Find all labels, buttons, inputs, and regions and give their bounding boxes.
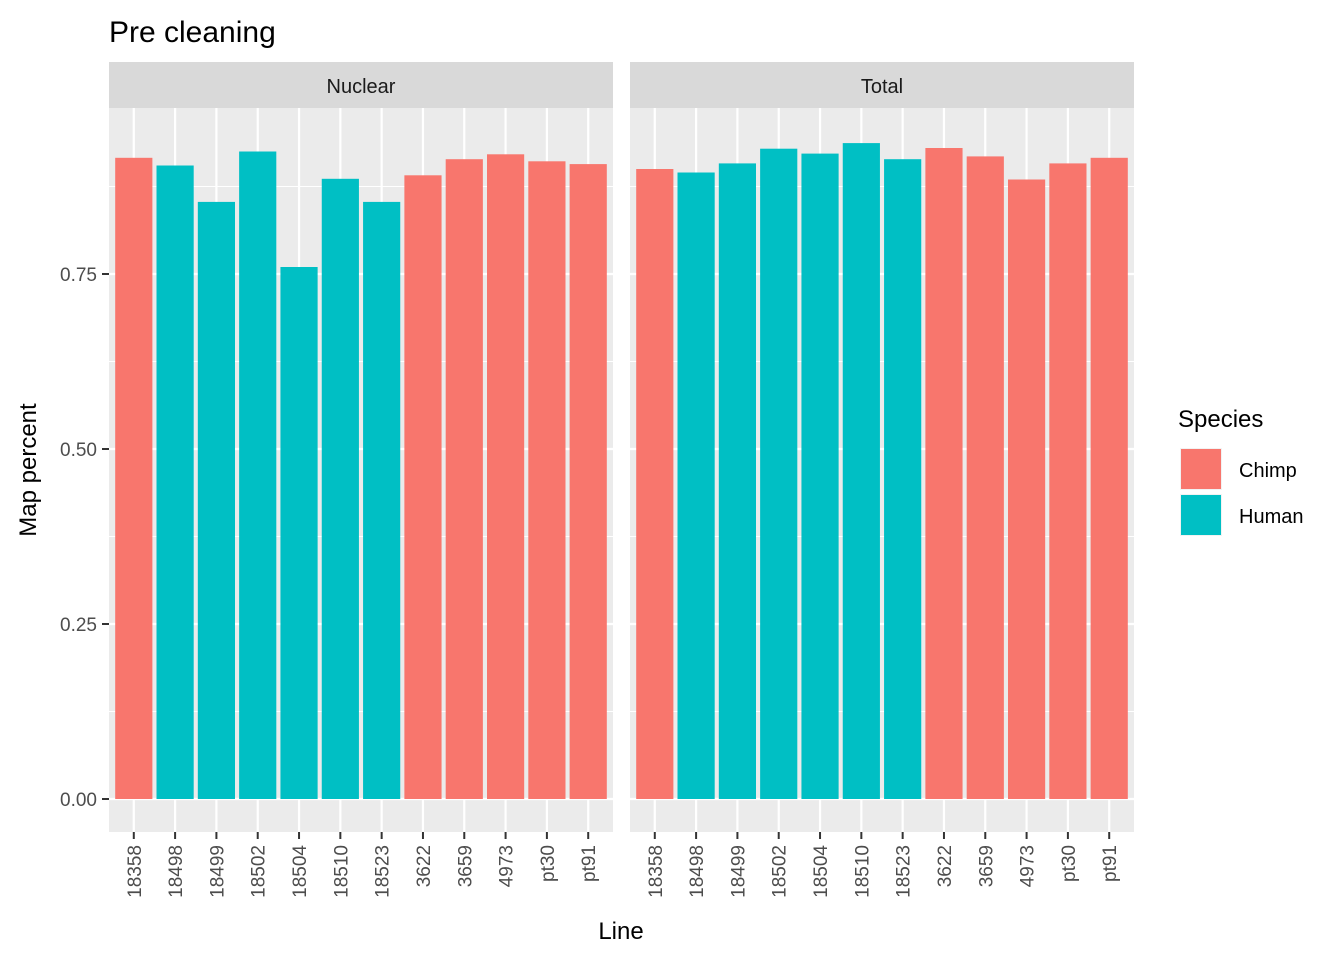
facet-strip xyxy=(630,62,1134,108)
x-tick-label: 18498 xyxy=(166,845,187,898)
facet-panels: Nuclear 18358 18498 18499 18502 18504 18510 185… xyxy=(109,62,1134,898)
x-tick-label: 3622 xyxy=(414,845,435,887)
x-tick-label: 18502 xyxy=(770,845,791,898)
bar-nuclear-3659 xyxy=(445,159,483,799)
bar-nuclear-18358 xyxy=(115,157,153,800)
bar-nuclear-18510 xyxy=(321,178,359,800)
y-tick-label: 0.50 xyxy=(60,440,97,461)
x-tick-label: 3659 xyxy=(455,845,476,887)
legend: Species Chimp Human xyxy=(1178,406,1303,536)
bar-total-18504 xyxy=(801,153,839,800)
bar-nuclear-4973 xyxy=(487,154,525,800)
bar-nuclear-pt30 xyxy=(528,161,566,800)
legend-title: Species xyxy=(1178,406,1263,433)
x-tick-label: 18358 xyxy=(125,845,146,898)
facet-panel-nuclear: Nuclear 18358 18498 18499 18502 18504 18510 185… xyxy=(109,62,613,898)
bar-nuclear-18499 xyxy=(197,201,235,799)
chart-title: Pre cleaning xyxy=(109,16,276,49)
bar-total-pt91 xyxy=(1090,157,1128,800)
bar-nuclear-18502 xyxy=(239,151,277,799)
x-tick-label: 18499 xyxy=(728,845,749,898)
bar-total-18502 xyxy=(760,148,798,799)
x-tick-label: pt91 xyxy=(1100,845,1121,882)
bar-nuclear-pt91 xyxy=(569,164,607,800)
facet-panel-total: Total 18358 18498 18499 18502 18504 18510 18523… xyxy=(630,62,1134,898)
y-tick-label: 0.00 xyxy=(60,790,97,811)
x-tick-label: 3622 xyxy=(935,845,956,887)
bar-nuclear-18498 xyxy=(156,165,194,799)
x-tick-label: pt91 xyxy=(579,845,600,882)
x-tick-label: pt30 xyxy=(538,845,559,882)
bar-nuclear-18504 xyxy=(280,267,318,799)
x-tick-label: 18504 xyxy=(811,845,832,898)
facet-strip-label: Nuclear xyxy=(327,76,396,98)
x-tick-label: 18510 xyxy=(331,845,352,898)
x-tick-label: 3659 xyxy=(976,845,997,887)
bar-total-18510 xyxy=(842,143,880,800)
x-tick-label: 4973 xyxy=(1018,845,1039,887)
legend-label-chimp: Chimp xyxy=(1239,460,1297,482)
bar-nuclear-3622 xyxy=(404,175,442,800)
legend-swatch-chimp xyxy=(1181,449,1221,489)
bar-total-3622 xyxy=(925,148,963,799)
bar-total-18358 xyxy=(636,169,674,799)
y-axis-title: Map percent xyxy=(15,403,42,537)
x-tick-label: 18523 xyxy=(894,845,915,898)
bar-total-18499 xyxy=(718,163,756,799)
bar-total-18523 xyxy=(884,159,922,799)
bar-nuclear-18523 xyxy=(363,201,401,799)
x-tick-label: 18502 xyxy=(249,845,270,898)
y-tick-label: 0.25 xyxy=(60,615,97,636)
x-tick-label: 18499 xyxy=(207,845,228,898)
bar-total-pt30 xyxy=(1049,163,1087,799)
legend-swatch-human xyxy=(1181,495,1221,535)
x-tick-label: 18504 xyxy=(290,845,311,898)
bar-total-4973 xyxy=(1008,179,1046,799)
x-tick-label: pt30 xyxy=(1059,845,1080,882)
x-tick-label: 4973 xyxy=(497,845,518,887)
y-tick-label: 0.75 xyxy=(60,265,97,286)
x-tick-label: 18498 xyxy=(687,845,708,898)
facet-strip xyxy=(109,62,613,108)
facet-strip-label: Total xyxy=(861,76,903,98)
y-axis: 0.00 0.25 0.50 0.75 xyxy=(60,265,109,811)
x-tick-label: 18523 xyxy=(373,845,394,898)
x-axis-title: Line xyxy=(598,918,643,945)
x-tick-label: 18358 xyxy=(646,845,667,898)
legend-label-human: Human xyxy=(1239,506,1303,528)
x-tick-label: 18510 xyxy=(852,845,873,898)
bar-total-18498 xyxy=(677,172,715,799)
bar-total-3659 xyxy=(966,156,1004,799)
